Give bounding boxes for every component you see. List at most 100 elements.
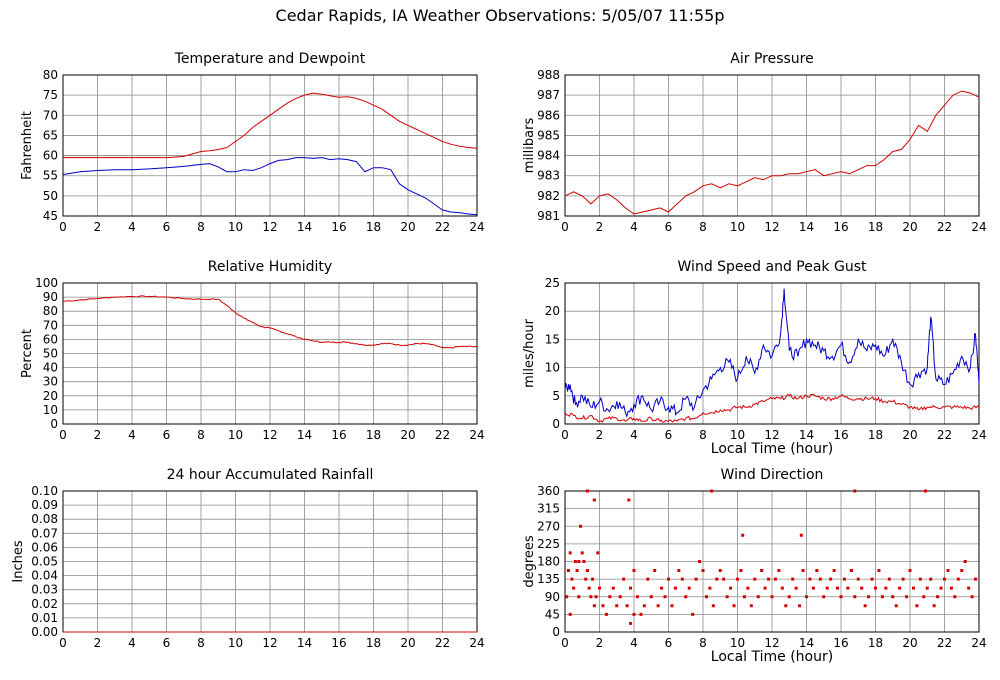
- y-tick-label: 981: [537, 209, 560, 223]
- data-point: [741, 533, 745, 537]
- x-tick-label: 20: [400, 636, 415, 650]
- chart-title: Wind Speed and Peak Gust: [678, 259, 867, 275]
- data-point: [780, 586, 784, 590]
- x-tick-label: 4: [128, 220, 136, 234]
- data-point: [846, 586, 850, 590]
- y-tick-label: 180: [537, 555, 560, 569]
- y-tick-label: 60: [43, 149, 58, 163]
- x-tick-label: 10: [228, 428, 243, 442]
- x-tick-label: 20: [902, 220, 917, 234]
- data-point: [592, 604, 596, 608]
- x-tick-label: 10: [730, 220, 745, 234]
- x-tick-label: 18: [868, 220, 883, 234]
- x-tick-label: 12: [262, 220, 277, 234]
- data-point: [753, 577, 757, 581]
- data-point: [915, 604, 919, 608]
- data-point: [805, 595, 808, 599]
- y-tick-label: 25: [545, 276, 560, 290]
- data-point: [618, 595, 622, 599]
- data-point: [787, 595, 791, 599]
- data-point: [653, 569, 657, 573]
- x-tick-label: 4: [630, 636, 638, 650]
- x-tick-label: 12: [262, 636, 277, 650]
- y-tick-label: 985: [537, 128, 560, 142]
- data-point: [815, 569, 819, 573]
- data-point: [711, 604, 715, 608]
- y-tick-label: 45: [43, 209, 58, 223]
- x-tick-label: 16: [833, 428, 848, 442]
- series-line-2: [564, 393, 980, 423]
- data-point: [684, 595, 688, 599]
- data-point: [570, 577, 574, 581]
- data-point: [596, 551, 600, 555]
- x-tick-label: 22: [435, 636, 450, 650]
- data-point: [722, 577, 726, 581]
- data-point: [572, 586, 576, 590]
- y-tick-label: 0.06: [31, 540, 58, 554]
- data-point: [784, 604, 788, 608]
- y-tick-label: 0.00: [31, 625, 58, 639]
- y-tick-label: 984: [537, 149, 560, 163]
- data-point: [853, 489, 857, 493]
- y-tick-label: 5: [552, 389, 560, 403]
- x-tick-label: 18: [366, 428, 381, 442]
- data-point: [924, 489, 928, 493]
- data-point: [794, 586, 798, 590]
- data-point: [694, 577, 698, 581]
- chart-title: Relative Humidity: [208, 259, 332, 275]
- data-point: [874, 586, 877, 590]
- data-point: [704, 595, 708, 599]
- chart-title: 24 hour Accumulated Rainfall: [167, 467, 374, 483]
- data-point: [587, 586, 591, 590]
- x-tick-label: 6: [665, 428, 673, 442]
- x-tick-label: 2: [596, 220, 604, 234]
- data-point: [853, 595, 857, 599]
- x-tick-label: 18: [366, 220, 381, 234]
- data-point: [729, 586, 733, 590]
- data-point: [622, 577, 626, 581]
- y-tick-label: 40: [43, 361, 58, 375]
- data-point: [708, 586, 712, 590]
- data-point: [601, 604, 605, 608]
- x-tick-label: 8: [197, 636, 205, 650]
- data-point: [870, 577, 874, 581]
- x-tick-label: 8: [699, 220, 707, 234]
- data-point: [939, 586, 943, 590]
- data-point: [573, 560, 577, 563]
- data-point: [798, 604, 802, 608]
- x-tick-label: 20: [400, 428, 415, 442]
- data-point: [777, 569, 781, 573]
- y-tick-label: 0.10: [31, 484, 58, 498]
- y-tick-label: 0.03: [31, 583, 58, 597]
- x-tick-label: 14: [799, 428, 814, 442]
- x-tick-label: 16: [331, 220, 346, 234]
- data-point: [580, 551, 584, 555]
- x-tick-label: 14: [297, 428, 312, 442]
- plot-frame: [564, 282, 980, 425]
- data-point: [604, 612, 608, 616]
- data-point: [649, 595, 653, 599]
- data-point: [943, 577, 946, 581]
- y-tick-label: 0: [552, 625, 560, 639]
- data-point: [829, 577, 833, 581]
- x-tick-label: 22: [435, 428, 450, 442]
- x-tick-label: 8: [197, 428, 205, 442]
- data-point: [592, 498, 596, 502]
- data-point: [822, 595, 826, 599]
- data-point: [905, 595, 909, 599]
- data-point: [680, 577, 684, 581]
- x-tick-label: 6: [163, 636, 171, 650]
- data-point: [746, 586, 750, 590]
- x-tick-label: 12: [764, 428, 779, 442]
- data-point: [629, 586, 633, 590]
- data-point: [635, 595, 639, 599]
- x-tick-label: 24: [469, 220, 484, 234]
- data-point: [760, 569, 764, 573]
- data-point: [646, 577, 650, 581]
- x-tick-label: 20: [902, 636, 917, 650]
- data-point: [575, 569, 579, 573]
